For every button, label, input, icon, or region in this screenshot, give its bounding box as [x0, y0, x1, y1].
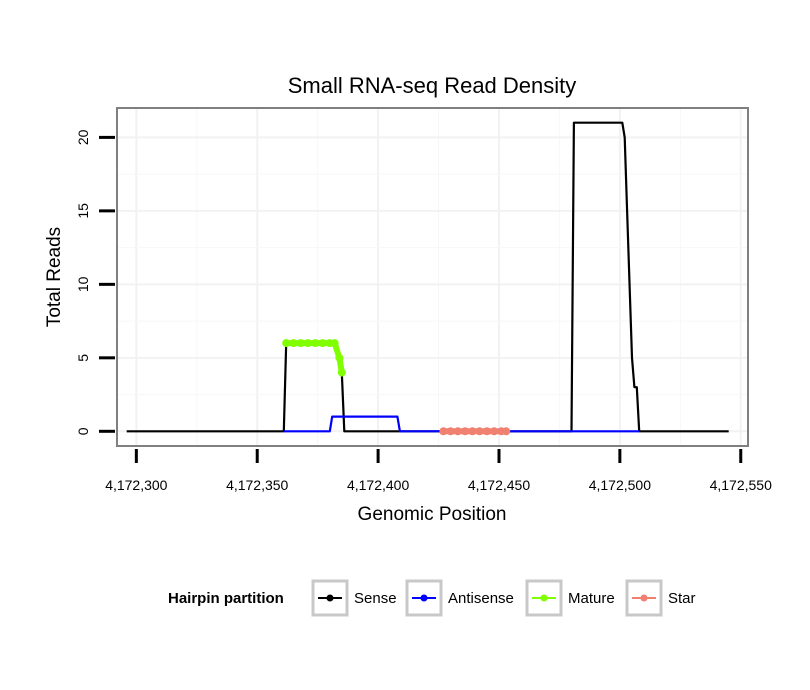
legend-label-mature: Mature — [568, 590, 615, 607]
data-point-star — [490, 427, 499, 436]
data-point-mature — [318, 339, 327, 348]
legend-dot-star — [640, 594, 648, 602]
data-point-mature — [337, 368, 346, 377]
data-point-mature — [289, 339, 298, 348]
data-point-star — [468, 427, 477, 436]
data-point-star — [439, 427, 448, 436]
x-axis: 4,172,300 4,172,350 4,172,400 4,172,450 4,17… — [105, 449, 772, 493]
legend-item-mature: Mature — [525, 579, 615, 617]
series-star — [439, 427, 511, 436]
data-point-star — [475, 427, 484, 436]
plot-border — [116, 107, 749, 447]
x-tick-label: 4,172,450 — [468, 477, 530, 493]
series-layer — [126, 121, 729, 436]
data-point-star — [461, 427, 470, 436]
legend-dot-antisense — [420, 594, 428, 602]
data-point-star — [502, 427, 511, 436]
legend-title: Hairpin partition — [168, 590, 284, 607]
y-tick-label: 5 — [75, 354, 91, 362]
legend-label-sense: Sense — [354, 590, 397, 607]
y-axis: 0 5 10 15 20 — [75, 129, 115, 435]
data-point-star — [482, 427, 491, 436]
legend-dot-mature — [540, 594, 548, 602]
data-point-mature — [330, 339, 339, 348]
legend-item-sense: Sense — [311, 579, 397, 617]
legend: Hairpin partition Sense Antisense Mature St… — [168, 579, 696, 617]
legend-dot-sense — [326, 594, 334, 602]
data-point-mature — [304, 339, 312, 348]
legend-label-star: Star — [668, 590, 696, 607]
data-point-mature — [311, 339, 320, 348]
y-tick-label: 0 — [75, 427, 91, 435]
y-axis-title: Total Reads — [44, 227, 65, 327]
data-point-mature — [335, 353, 344, 362]
x-tick-label: 4,172,400 — [347, 477, 409, 493]
y-tick-label: 10 — [75, 276, 91, 292]
y-tick-label: 15 — [75, 203, 91, 219]
data-point-star — [446, 427, 455, 436]
legend-item-antisense: Antisense — [405, 579, 514, 617]
legend-label-antisense: Antisense — [448, 590, 514, 607]
y-tick-label: 20 — [75, 129, 91, 145]
x-tick-label: 4,172,500 — [589, 477, 651, 493]
legend-item-star: Star — [625, 579, 696, 617]
plot-panel — [116, 107, 749, 447]
data-point-mature — [282, 339, 291, 348]
x-tick-label: 4,172,350 — [226, 477, 288, 493]
data-point-mature — [296, 339, 305, 348]
data-point-star — [453, 427, 462, 436]
chart-title: Small RNA-seq Read Density — [288, 73, 577, 98]
x-axis-title: Genomic Position — [358, 504, 507, 525]
x-tick-label: 4,172,300 — [105, 477, 167, 493]
series-mature — [282, 339, 346, 377]
x-tick-label: 4,172,550 — [710, 477, 772, 493]
